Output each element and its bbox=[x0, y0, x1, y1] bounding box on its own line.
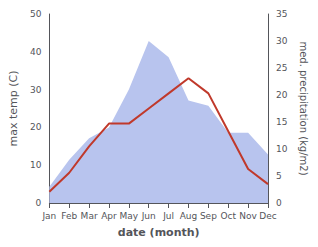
svg-text:Sep: Sep bbox=[200, 211, 217, 221]
svg-text:20: 20 bbox=[30, 122, 42, 132]
svg-text:35: 35 bbox=[276, 9, 287, 19]
svg-text:30: 30 bbox=[30, 85, 42, 95]
svg-text:Nov: Nov bbox=[239, 211, 257, 221]
svg-text:Feb: Feb bbox=[61, 211, 77, 221]
svg-text:Jun: Jun bbox=[141, 211, 156, 221]
svg-text:10: 10 bbox=[276, 144, 288, 154]
svg-text:Dec: Dec bbox=[259, 211, 276, 221]
svg-text:40: 40 bbox=[30, 47, 42, 57]
svg-text:max temp (C): max temp (C) bbox=[7, 70, 20, 146]
svg-text:30: 30 bbox=[276, 36, 288, 46]
svg-text:Jan: Jan bbox=[41, 211, 56, 221]
svg-text:15: 15 bbox=[276, 117, 287, 127]
svg-text:Jul: Jul bbox=[162, 211, 174, 221]
svg-text:Mar: Mar bbox=[81, 211, 98, 221]
svg-text:Aug: Aug bbox=[180, 211, 198, 221]
svg-text:25: 25 bbox=[276, 63, 287, 73]
svg-text:med. precipitation (kg/m2): med. precipitation (kg/m2) bbox=[298, 41, 309, 175]
svg-text:0: 0 bbox=[36, 198, 42, 208]
svg-text:May: May bbox=[120, 211, 139, 221]
svg-text:Apr: Apr bbox=[101, 211, 117, 221]
svg-text:0: 0 bbox=[276, 198, 282, 208]
svg-text:Oct: Oct bbox=[220, 211, 236, 221]
svg-text:date (month): date (month) bbox=[118, 226, 200, 239]
svg-text:10: 10 bbox=[30, 160, 42, 170]
svg-text:20: 20 bbox=[276, 90, 288, 100]
svg-text:50: 50 bbox=[30, 9, 42, 19]
svg-text:5: 5 bbox=[276, 171, 282, 181]
